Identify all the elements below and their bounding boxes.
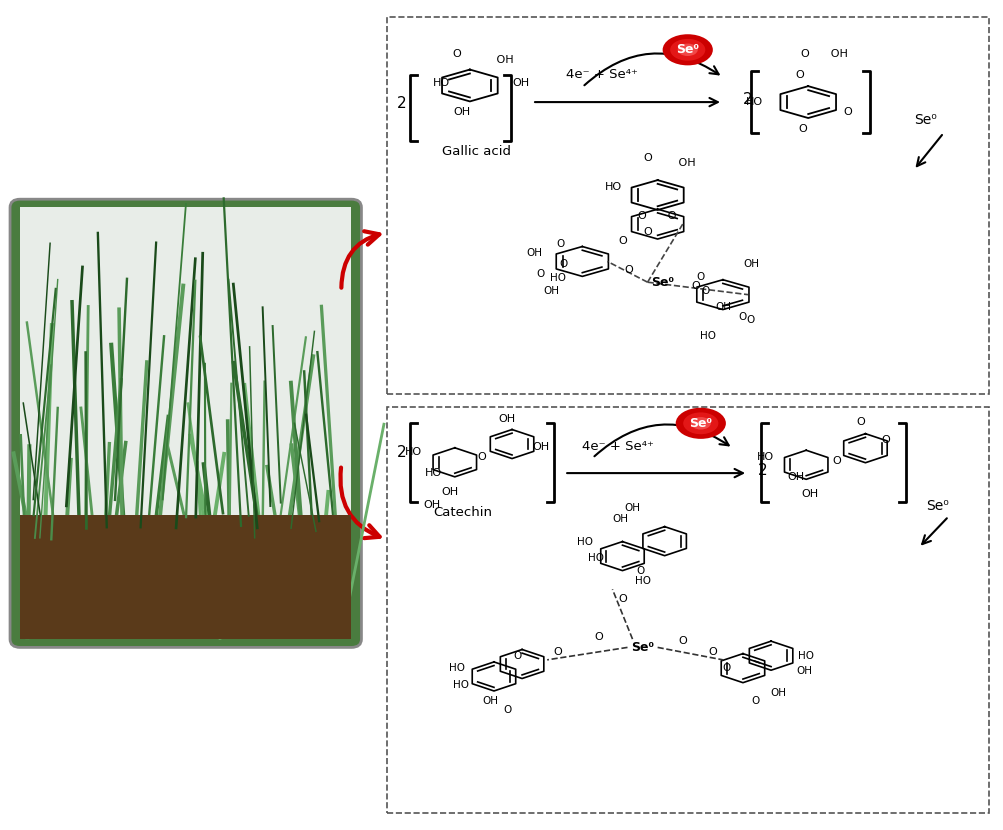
- Text: HO: HO: [605, 182, 622, 192]
- Text: O: O: [708, 647, 716, 657]
- Text: Gallic acid: Gallic acid: [441, 144, 511, 158]
- Text: HO: HO: [699, 331, 715, 341]
- Text: O: O: [594, 632, 602, 642]
- Text: 2: 2: [396, 445, 406, 460]
- Text: O: O: [738, 312, 746, 322]
- Text: O: O: [722, 663, 730, 673]
- Text: Se⁰: Se⁰: [651, 276, 673, 289]
- Text: O: O: [556, 239, 564, 249]
- Text: O: O: [559, 259, 567, 269]
- Text: OH: OH: [624, 503, 640, 513]
- Text: 4e⁻ + Se⁴⁺: 4e⁻ + Se⁴⁺: [566, 68, 638, 81]
- Text: O: O: [794, 70, 803, 80]
- Text: O: O: [798, 124, 806, 134]
- Text: O: O: [881, 435, 889, 445]
- Bar: [386, 407, 988, 813]
- Ellipse shape: [677, 43, 697, 56]
- Text: O: O: [856, 417, 864, 427]
- Text: HO: HO: [424, 468, 441, 478]
- Text: Se⁰: Se⁰: [689, 417, 711, 430]
- Text: Se⁰: Se⁰: [925, 500, 948, 513]
- Text: O: O: [618, 594, 626, 604]
- Text: O: O: [536, 269, 544, 279]
- Text: OH: OH: [512, 78, 529, 88]
- Text: Se⁰: Se⁰: [676, 43, 698, 56]
- Text: OH: OH: [543, 286, 559, 295]
- Text: O: O: [691, 281, 699, 291]
- Bar: [20, 515, 351, 639]
- Text: HO: HO: [588, 553, 604, 563]
- Text: OH: OH: [440, 487, 458, 497]
- Text: O: O: [554, 647, 562, 657]
- Text: OH: OH: [532, 442, 549, 452]
- Bar: [20, 208, 351, 515]
- FancyBboxPatch shape: [10, 199, 361, 647]
- Text: OH: OH: [769, 688, 785, 698]
- Text: O: O: [636, 566, 644, 576]
- Text: OH: OH: [497, 414, 516, 424]
- Text: OH: OH: [526, 248, 542, 258]
- Text: HO: HO: [756, 452, 773, 461]
- Text: O      OH: O OH: [800, 49, 848, 59]
- Text: 4e⁻ + Se⁴⁺: 4e⁻ + Se⁴⁺: [581, 440, 653, 453]
- Text: HO: HO: [432, 78, 449, 88]
- Text: O: O: [746, 315, 754, 325]
- Text: O: O: [452, 49, 460, 59]
- Text: O: O: [831, 456, 840, 466]
- Text: OH: OH: [612, 514, 628, 524]
- Text: O: O: [503, 705, 511, 715]
- Text: O      O: O O: [638, 211, 676, 221]
- Text: HO: HO: [448, 663, 464, 673]
- Ellipse shape: [690, 417, 710, 430]
- Text: O: O: [678, 636, 686, 646]
- Text: HO: HO: [577, 537, 593, 547]
- Text: O: O: [696, 272, 704, 282]
- Text: OH: OH: [667, 158, 695, 168]
- Text: HO: HO: [452, 680, 468, 690]
- Text: HO: HO: [404, 447, 421, 457]
- Text: 2: 2: [742, 92, 752, 107]
- Text: OH: OH: [422, 500, 440, 510]
- Ellipse shape: [675, 408, 725, 439]
- Text: OH: OH: [452, 107, 470, 117]
- Ellipse shape: [670, 39, 705, 61]
- Text: O: O: [701, 286, 709, 295]
- Text: OH: OH: [471, 55, 513, 65]
- Text: O: O: [643, 153, 651, 163]
- Text: O: O: [513, 651, 521, 661]
- Text: O: O: [643, 227, 651, 237]
- Text: 2: 2: [396, 96, 406, 111]
- Text: Catechin: Catechin: [433, 505, 492, 519]
- Text: HO: HO: [745, 97, 762, 107]
- Bar: [386, 17, 988, 394]
- Ellipse shape: [682, 413, 718, 434]
- Text: Se⁰: Se⁰: [913, 114, 936, 127]
- Text: HO: HO: [797, 651, 813, 661]
- Ellipse shape: [662, 34, 712, 66]
- Text: O: O: [477, 452, 485, 461]
- Text: OH: OH: [795, 666, 811, 676]
- Text: OH: OH: [714, 302, 730, 312]
- Text: OH: OH: [742, 259, 758, 269]
- Text: OH: OH: [786, 472, 804, 482]
- Text: O: O: [618, 236, 626, 246]
- Text: OH: OH: [481, 696, 497, 706]
- Text: O: O: [751, 696, 759, 706]
- Text: HO: HO: [550, 273, 566, 283]
- Text: Se⁰: Se⁰: [631, 641, 653, 654]
- Text: OH: OH: [800, 489, 818, 499]
- Text: O: O: [843, 107, 852, 117]
- Text: HO: HO: [634, 576, 650, 586]
- Text: 2: 2: [757, 463, 767, 478]
- Text: O: O: [624, 265, 632, 275]
